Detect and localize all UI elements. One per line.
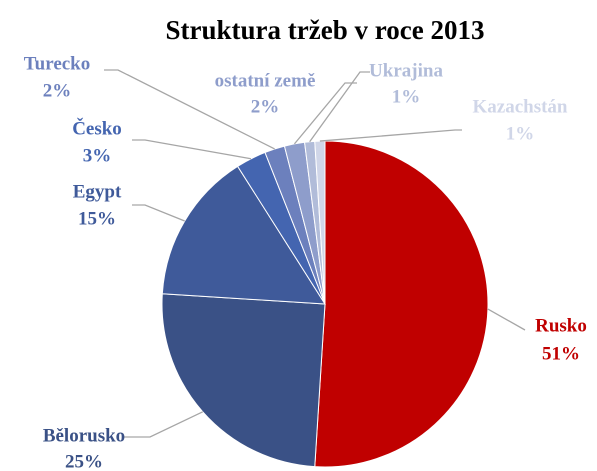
slice-label: Kazachstán (473, 96, 568, 117)
slice-label: Egypt (73, 181, 122, 202)
leader-line (132, 139, 252, 160)
slice-label: Turecko (24, 53, 91, 74)
leader-line (104, 69, 275, 150)
leader-line (319, 129, 462, 142)
chart-title: Struktura tržeb v roce 2013 (166, 15, 485, 45)
slice-value-label: 15% (78, 208, 116, 229)
leader-line (122, 411, 204, 438)
slice-value-label: 25% (65, 451, 103, 471)
slice-label: Česko (72, 117, 122, 139)
slice-value-label: 2% (43, 80, 72, 101)
pie-slice (314, 140, 489, 468)
leader-line (309, 71, 370, 143)
slice-value-label: 51% (542, 343, 580, 364)
slice-value-label: 2% (251, 96, 280, 117)
slice-value-label: 1% (506, 123, 535, 144)
leader-line (293, 82, 357, 145)
slice-label: ostatní země (215, 70, 316, 91)
leader-line (132, 204, 185, 222)
leader-line (487, 308, 526, 331)
slice-label: Bělorusko (43, 425, 125, 446)
pie-slice (161, 293, 326, 468)
slice-value-label: 3% (83, 145, 112, 166)
slice-value-label: 1% (392, 86, 421, 107)
slice-label: Rusko (535, 315, 587, 336)
slice-label: Ukrajina (369, 60, 443, 81)
pie-slice (161, 165, 326, 305)
